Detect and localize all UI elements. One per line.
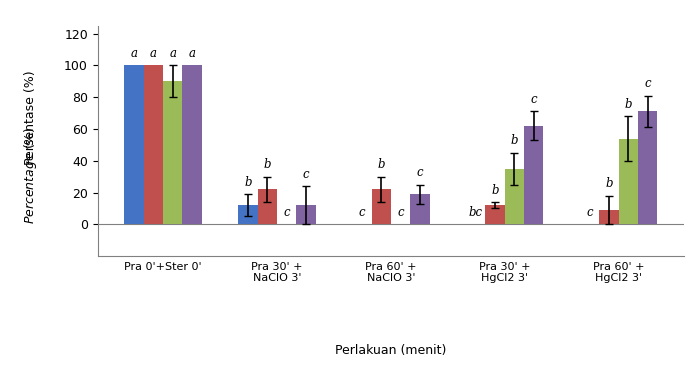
Bar <box>163 81 182 224</box>
Text: $\it{Percentage}$ (%): $\it{Percentage}$ (%) <box>22 127 39 224</box>
Text: bc: bc <box>468 206 483 219</box>
Text: c: c <box>586 206 593 219</box>
Text: a: a <box>150 47 157 60</box>
Text: c: c <box>644 77 651 90</box>
Text: Persentase (%): Persentase (%) <box>24 71 37 165</box>
Bar <box>600 210 618 224</box>
Text: a: a <box>131 47 138 60</box>
Bar <box>524 126 544 224</box>
Bar <box>618 138 638 224</box>
Text: b: b <box>378 158 385 171</box>
Text: c: c <box>359 206 365 219</box>
Bar <box>505 169 524 224</box>
Bar <box>485 205 505 224</box>
Text: b: b <box>264 158 271 171</box>
Bar <box>638 112 658 224</box>
Text: b: b <box>605 177 613 190</box>
Text: a: a <box>170 47 177 60</box>
Text: c: c <box>417 166 423 179</box>
Bar <box>144 66 163 224</box>
Text: a: a <box>188 47 195 60</box>
Text: c: c <box>397 206 404 219</box>
Text: c: c <box>283 206 290 219</box>
Bar <box>182 66 202 224</box>
Text: b: b <box>244 176 252 188</box>
Bar <box>297 205 315 224</box>
Text: b: b <box>491 184 499 197</box>
Bar <box>238 205 258 224</box>
Bar <box>258 190 277 224</box>
Text: c: c <box>530 93 537 106</box>
Bar <box>124 66 144 224</box>
Text: Perlakuan (menit): Perlakuan (menit) <box>335 344 447 357</box>
Text: b: b <box>511 134 518 147</box>
Bar <box>371 190 391 224</box>
Bar <box>410 194 429 224</box>
Text: b: b <box>625 98 632 111</box>
Text: c: c <box>303 168 309 181</box>
